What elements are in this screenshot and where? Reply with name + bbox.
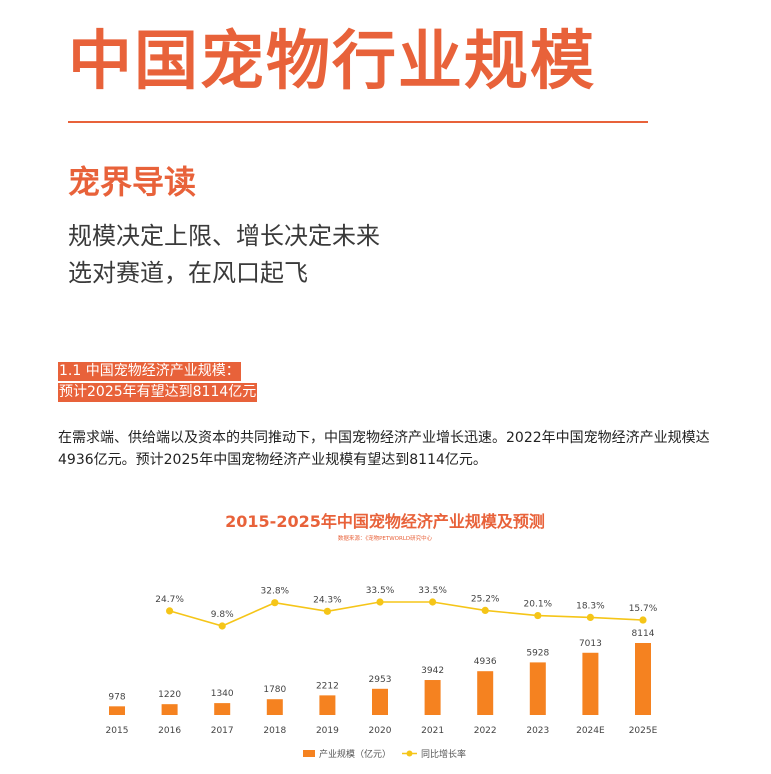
x-tick-2018: 2018: [263, 726, 286, 736]
bar-label-2019: 2212: [316, 681, 339, 691]
bar-value-labels: 978 1220 1340 1780 2212 2953 3942 4936 5928 7013 8…: [108, 629, 654, 702]
growth-point-2022: [481, 606, 489, 615]
growth-label-2018: 32.8%: [261, 587, 290, 597]
growth-point-2017: [218, 622, 226, 630]
growth-label-2023: 20.1%: [524, 600, 553, 610]
bar-label-2017: 1340: [211, 689, 234, 699]
bar-2023: [529, 662, 546, 715]
bar-label-2022: 4936: [474, 657, 497, 667]
section-heading: 1.1 中国宠物经济产业规模： 预计2025年有望达到8114亿元: [58, 362, 258, 404]
bar-label-2015: 978: [108, 692, 125, 702]
bar-label-2025E: 8114: [632, 629, 655, 639]
growth-label-2017: 9.8%: [211, 610, 234, 620]
legend-bar-label: 产业规模（亿元）: [319, 748, 391, 760]
x-tick-2020: 2020: [369, 726, 392, 736]
x-tick-2023: 2023: [526, 726, 549, 736]
growth-label-2024E: 18.3%: [576, 601, 605, 611]
bar-label-2024E: 7013: [579, 639, 602, 649]
x-tick-2024E: 2024E: [576, 726, 605, 736]
x-tick-2017: 2017: [211, 726, 234, 736]
bar-2016: [161, 704, 178, 715]
bar-2024E: [582, 652, 599, 715]
x-tick-2022: 2022: [474, 726, 497, 736]
growth-point-2019: [323, 607, 331, 615]
bar-label-2016: 1220: [158, 690, 181, 700]
bar-2019: [319, 695, 336, 715]
sub-heading: 宠界导读: [68, 163, 197, 201]
growth-rate-line: [169, 601, 644, 627]
bar-2022: [477, 671, 494, 715]
bar-2025E: [635, 643, 651, 715]
pet-economy-chart: 2015-2025年中国宠物经济产业规模及预测 数据来源：《宠物PETWORLD…: [106, 512, 658, 760]
growth-label-2025E: 15.7%: [629, 604, 658, 614]
bar-2015: [109, 706, 125, 715]
bar-2020: [372, 688, 388, 715]
growth-point-2018: [271, 599, 279, 607]
legend-bar-swatch: [303, 750, 315, 757]
section-heading-line-2: 预计2025年有望达到8114亿元: [58, 383, 258, 402]
bar-label-2023: 5928: [526, 648, 549, 658]
page-title: 中国宠物行业规模: [68, 25, 596, 99]
chart-legend: 产业规模（亿元） 同比增长率: [303, 748, 466, 760]
growth-point-2021: [429, 598, 437, 606]
bar-2021: [424, 680, 441, 715]
tagline-line-1: 规模决定上限、增长决定未来: [68, 222, 380, 250]
growth-label-2021: 33.5%: [418, 586, 447, 596]
line-series: 24.7% 9.8% 32.8% 24.3% 33.5% 33.5% 25.2% 20.1% 1…: [155, 586, 658, 630]
growth-label-2016: 24.7%: [155, 595, 184, 605]
x-tick-2016: 2016: [158, 726, 181, 736]
growth-label-2022: 25.2%: [471, 594, 500, 604]
x-tick-2025E: 2025E: [629, 726, 658, 736]
legend-line-marker: [406, 750, 413, 757]
x-axis-ticks: 2015 2016 2017 2018 2019 2020 2021 2022 2023 2024…: [106, 726, 658, 736]
growth-label-2020: 33.5%: [366, 586, 395, 596]
growth-point-2020: [376, 598, 384, 606]
chart-source: 数据来源：《宠物PETWORLD研究中心: [338, 534, 433, 542]
chart-title: 2015-2025年中国宠物经济产业规模及预测: [225, 512, 545, 531]
bar-label-2018: 1780: [263, 685, 286, 695]
x-tick-2019: 2019: [316, 726, 339, 736]
section-body: 在需求端、供给端以及资本的共同推动下，中国宠物经济产业增长迅速。2022年中国宠…: [58, 430, 710, 468]
bar-series: [109, 643, 651, 715]
bar-label-2021: 3942: [421, 666, 444, 676]
tagline-line-2: 选对赛道，在风口起飞: [68, 259, 308, 287]
bar-2017: [214, 703, 231, 715]
growth-point-2024E: [586, 613, 594, 621]
title-divider: [68, 121, 648, 123]
section-heading-line-1: 1.1 中国宠物经济产业规模：: [58, 362, 241, 381]
growth-point-2025E: [639, 616, 647, 624]
bar-label-2020: 2953: [369, 675, 392, 685]
growth-label-2019: 24.3%: [313, 595, 342, 605]
x-tick-2015: 2015: [106, 726, 129, 736]
x-tick-2021: 2021: [421, 726, 444, 736]
growth-point-2016: [166, 607, 174, 615]
bar-2018: [266, 699, 283, 715]
legend-line-label: 同比增长率: [421, 748, 466, 760]
growth-point-2023: [534, 611, 542, 620]
